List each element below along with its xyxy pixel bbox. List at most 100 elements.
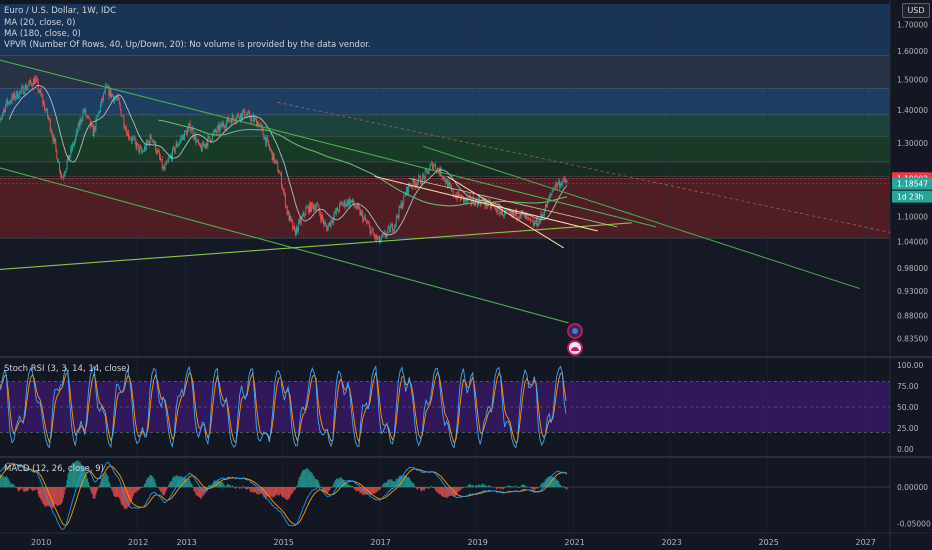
candle-body: [543, 214, 545, 216]
candle-body: [270, 149, 272, 151]
candle-body: [372, 229, 374, 234]
macd-histogram-bar: [531, 487, 533, 489]
candle-body: [534, 222, 536, 224]
candle-body: [376, 235, 378, 240]
candle-body: [274, 160, 276, 163]
macd-histogram-bar: [274, 487, 276, 497]
macd-histogram-bar: [163, 487, 165, 496]
candle-body: [52, 136, 54, 142]
candle-body: [385, 236, 387, 237]
candle-body: [256, 122, 258, 127]
stoch-d-line: [0, 371, 567, 444]
macd-histogram-bar: [269, 487, 271, 498]
macd-histogram-bar: [563, 486, 565, 488]
macd-histogram-bar: [90, 487, 92, 493]
macd-histogram-bar: [522, 484, 524, 488]
macd-histogram-bar: [384, 482, 386, 488]
time-tick-label: 2021: [565, 538, 585, 547]
macd-histogram-bar: [101, 477, 103, 488]
trendline-long: [422, 145, 860, 290]
candle-body: [116, 98, 117, 100]
vpvr-legend[interactable]: VPVR (Number Of Rows, 40, Up/Down, 20): …: [4, 40, 371, 50]
candle-body: [232, 115, 234, 119]
macd-histogram-bar: [381, 485, 383, 488]
candle-body: [271, 150, 273, 161]
candle-body: [505, 210, 507, 213]
macd-histogram-bar: [531, 487, 533, 489]
ma180-legend[interactable]: MA (180, close, 0): [4, 29, 81, 39]
macd-histogram-bar: [235, 487, 237, 489]
candle-body: [490, 205, 492, 208]
macd-histogram-bar: [320, 487, 322, 489]
candle-body: [129, 137, 130, 139]
macd-histogram-bar: [210, 485, 212, 488]
macd-histogram-bar: [237, 486, 239, 488]
macd-histogram-bar: [64, 487, 66, 491]
candle-body: [369, 226, 371, 235]
candle-body: [330, 220, 332, 227]
macd-histogram-bar: [337, 479, 339, 488]
candle-body: [96, 116, 98, 119]
candle-body: [509, 211, 511, 214]
economic-event-icon[interactable]: [567, 323, 583, 339]
candle-body: [407, 183, 409, 194]
candle-body: [181, 138, 183, 139]
macd-histogram-bar: [245, 487, 247, 490]
macd-histogram-bar: [226, 485, 228, 488]
candle-body: [76, 130, 78, 132]
vpvr-zone: [0, 88, 890, 115]
candle-body: [98, 111, 100, 116]
candle-body: [85, 109, 87, 116]
ma20-legend[interactable]: MA (20, close, 0): [4, 18, 76, 28]
macd-legend[interactable]: MACD (12, 26, close, 9): [4, 464, 104, 474]
macd-histogram-bar: [424, 487, 426, 490]
candle-body: [389, 226, 391, 233]
macd-histogram-bar: [99, 484, 101, 488]
candle-body: [223, 123, 225, 127]
candle-body: [240, 113, 241, 120]
macd-histogram-bar: [419, 487, 421, 488]
rsi-tick-label: 25.00: [897, 424, 919, 433]
candle-body: [182, 135, 184, 139]
macd-histogram-bar: [220, 480, 222, 488]
candle-body: [124, 126, 126, 130]
candle-body: [395, 215, 397, 224]
candle-body: [439, 167, 441, 175]
candle-body: [279, 173, 281, 174]
earnings-event-icon[interactable]: [567, 340, 583, 356]
candle-body: [164, 165, 166, 170]
candle-body: [557, 183, 559, 187]
macd-histogram-bar: [389, 480, 391, 488]
stoch-rsi-legend[interactable]: Stoch RSI (3, 3, 14, 14, close): [4, 364, 130, 374]
candle-body: [143, 151, 144, 152]
currency-button[interactable]: USD: [902, 3, 930, 18]
macd-histogram-bar: [161, 487, 163, 495]
macd-histogram-bar: [98, 486, 100, 488]
macd-histogram-bar: [386, 481, 388, 488]
macd-histogram-bar: [87, 478, 89, 488]
macd-histogram-bar: [497, 487, 499, 489]
candle-body: [227, 117, 229, 122]
candle-body: [457, 191, 459, 199]
macd-histogram-bar: [16, 487, 18, 488]
macd-histogram-bar: [151, 475, 153, 488]
price-badge-label: 1.18547: [897, 180, 928, 189]
candle-body: [425, 169, 427, 171]
candle-body: [165, 161, 167, 166]
candle-body: [249, 112, 251, 119]
time-tick-label: 2010: [31, 538, 51, 547]
candles: [0, 75, 568, 245]
candle-body: [31, 82, 33, 86]
candle-body: [186, 129, 188, 136]
candle-body: [188, 123, 190, 126]
candle-body: [290, 215, 292, 220]
macd-histogram-bar: [374, 487, 376, 494]
macd-histogram-bar: [325, 487, 327, 494]
macd-histogram-bar: [34, 487, 36, 490]
candle-body: [313, 206, 315, 210]
macd-histogram-bar: [339, 477, 341, 488]
candle-body: [556, 182, 558, 187]
candle-body: [257, 122, 259, 127]
candle-body: [359, 208, 361, 215]
